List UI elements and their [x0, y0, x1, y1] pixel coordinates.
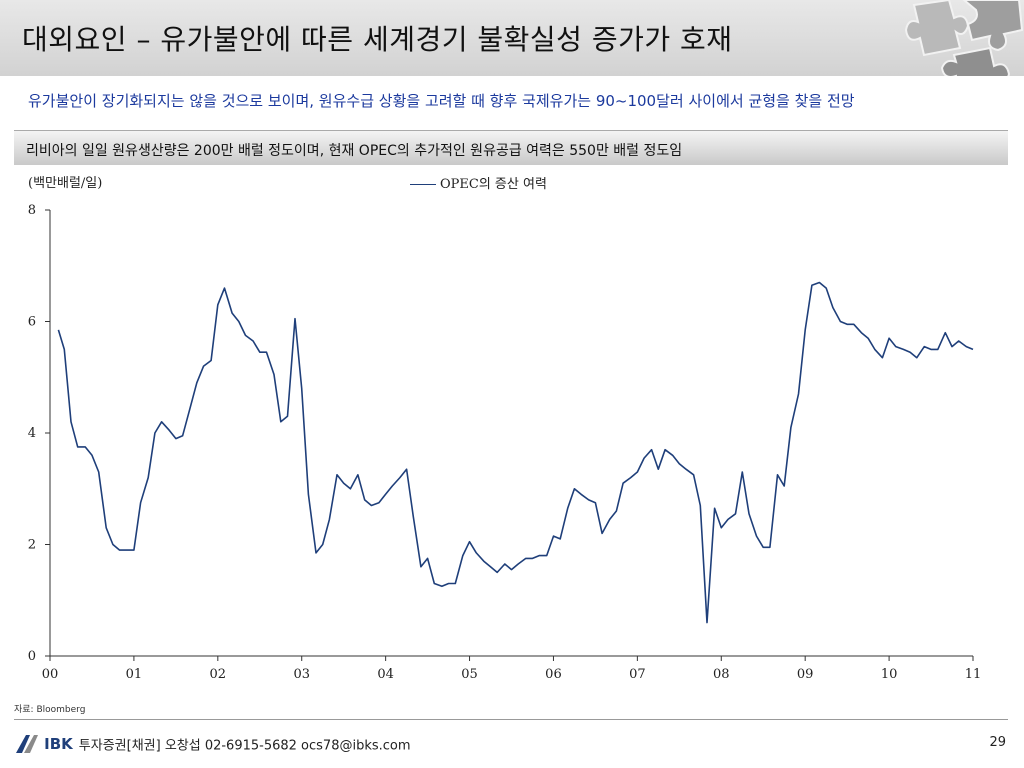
legend-label: OPEC의 증산 여력	[440, 177, 547, 192]
x-tick-label: 02	[210, 667, 227, 682]
x-tick-label: 11	[965, 667, 982, 682]
chart-caption: 리비아의 일일 원유생산량은 200만 배럴 정도이며, 현재 OPEC의 추가…	[26, 143, 683, 159]
caption-bar: 리비아의 일일 원유생산량은 200만 배럴 정도이며, 현재 OPEC의 추가…	[14, 130, 1008, 165]
y-tick-label: 4	[28, 426, 36, 441]
company-contact: 투자증권[채권] 오창섭 02-6915-5682 ocs78@ibks.com	[78, 738, 411, 754]
page-subtitle: 유가불안이 장기화되지는 않을 것으로 보이며, 원유수급 상황을 고려할 때 …	[28, 92, 855, 110]
series-line-opec-capacity	[57, 281, 974, 624]
puzzle-pieces-icon	[904, 0, 1024, 76]
source-note: 자료: Bloomberg	[14, 705, 86, 715]
x-tick-label: 08	[713, 667, 730, 682]
x-tick-label: 00	[42, 667, 59, 682]
x-tick-label: 04	[377, 667, 394, 682]
x-tick-label: 10	[881, 667, 898, 682]
y-tick-label: 2	[28, 538, 36, 553]
page-number: 29	[989, 735, 1006, 750]
x-tick-label: 09	[797, 667, 814, 682]
legend-line-swatch	[410, 184, 436, 185]
ibk-logo-icon	[16, 735, 38, 753]
footer-divider	[14, 719, 1008, 720]
y-axis-unit-label: (백만배럴/일)	[28, 176, 103, 191]
company-logo-text: IBK	[44, 735, 73, 753]
x-tick-label: 06	[545, 667, 562, 682]
x-tick-label: 01	[126, 667, 143, 682]
y-tick-label: 6	[28, 315, 36, 330]
chart-legend: OPEC의 증산 여력	[410, 173, 547, 192]
x-tick-label: 05	[461, 667, 478, 682]
title-bar: 대외요인 – 유가불안에 따른 세계경기 불확실성 증가가 호재	[0, 0, 1024, 76]
x-tick-label: 07	[629, 667, 646, 682]
y-tick-label: 0	[28, 649, 36, 664]
page-title: 대외요인 – 유가불안에 따른 세계경기 불확실성 증가가 호재	[22, 23, 733, 56]
footer-bar: IBK 투자증권[채권] 오창섭 02-6915-5682 ocs78@ibks.…	[14, 733, 411, 755]
y-tick-label: 8	[28, 203, 36, 218]
x-tick-label: 03	[293, 667, 310, 682]
